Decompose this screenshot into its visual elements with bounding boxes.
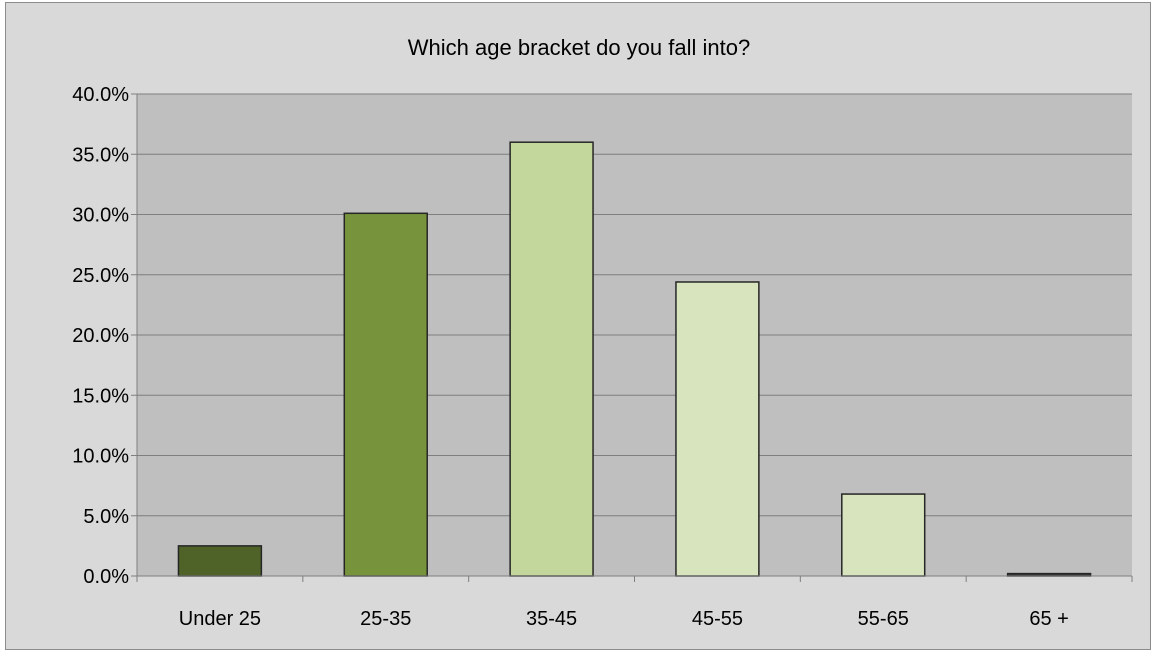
x-tick-label: 35-45 xyxy=(526,608,577,630)
chart-title: Which age bracket do you fall into? xyxy=(408,35,750,60)
bar xyxy=(841,493,926,577)
bars xyxy=(177,141,1092,577)
y-tick-label: 25.0% xyxy=(72,265,129,287)
x-axis: Under 25 25-35 35-45 45-55 55-65 65 + xyxy=(136,575,1133,630)
y-tick-label: 40.0% xyxy=(72,84,129,106)
y-tick-label: 0.0% xyxy=(83,566,129,588)
bar xyxy=(675,281,760,577)
y-tick-label: 15.0% xyxy=(72,385,129,407)
bar xyxy=(177,545,263,577)
bar xyxy=(343,212,428,577)
chart-container: Which age bracket do you fall into? 0.0%… xyxy=(5,2,1151,650)
y-tick-label: 5.0% xyxy=(83,506,129,528)
y-tick-label: 35.0% xyxy=(72,144,129,166)
y-axis: 0.0% 5.0% 10.0% 15.0% 20.0% 25.0% 30.0% 35.0% 40… xyxy=(72,84,138,588)
x-tick-label: 65 + xyxy=(1029,608,1068,630)
x-tick-label: 25-35 xyxy=(360,608,411,630)
x-tick-label: 45-55 xyxy=(692,608,743,630)
x-tick-label: 55-65 xyxy=(858,608,909,630)
bar-chart: Which age bracket do you fall into? 0.0%… xyxy=(72,35,1133,630)
gridlines xyxy=(137,93,1132,517)
y-tick-label: 30.0% xyxy=(72,205,129,227)
y-tick-label: 20.0% xyxy=(72,325,129,347)
bar xyxy=(509,141,594,577)
x-tick-label: Under 25 xyxy=(179,608,261,630)
y-tick-label: 10.0% xyxy=(72,446,129,468)
